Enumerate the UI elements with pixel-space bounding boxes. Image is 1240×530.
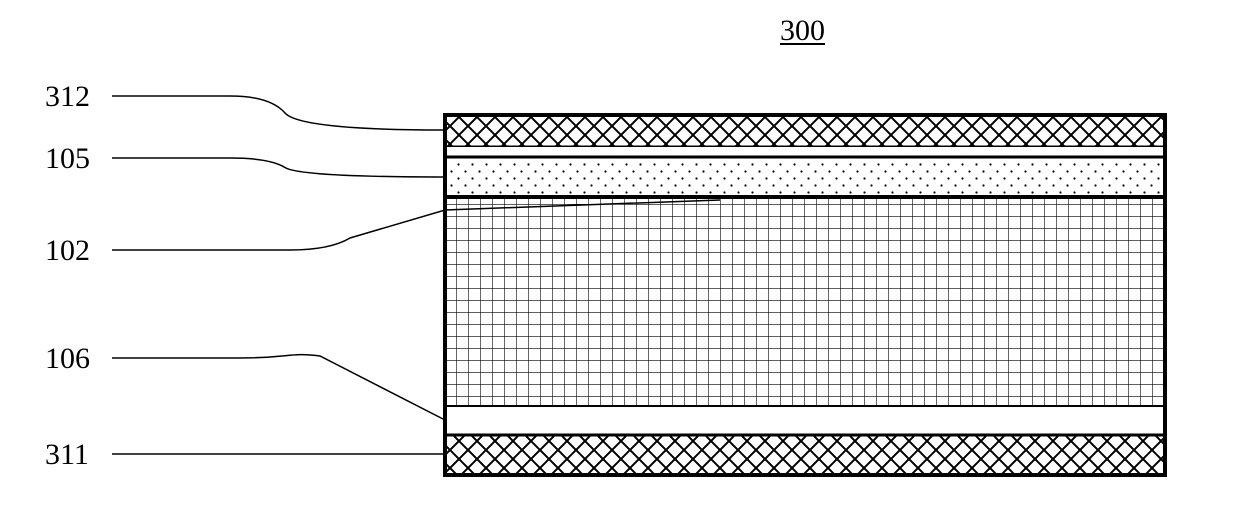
layer-106 [445,407,1165,435]
figure-title: 300 [780,14,825,47]
label-312: 312 [45,80,90,113]
leader-106 [112,355,445,420]
label-105: 105 [45,142,90,175]
label-106: 106 [45,342,90,375]
layer-105 [445,157,1165,197]
layer-stack-diagram: 300 312 105 102 106 311 [0,0,1240,530]
layer-311 [445,435,1165,475]
layer-312 [445,115,1165,147]
label-311: 311 [45,438,89,471]
leader-312 [112,96,445,130]
leader-105 [112,158,445,177]
layer-102 [445,197,1165,407]
label-102: 102 [45,234,90,267]
